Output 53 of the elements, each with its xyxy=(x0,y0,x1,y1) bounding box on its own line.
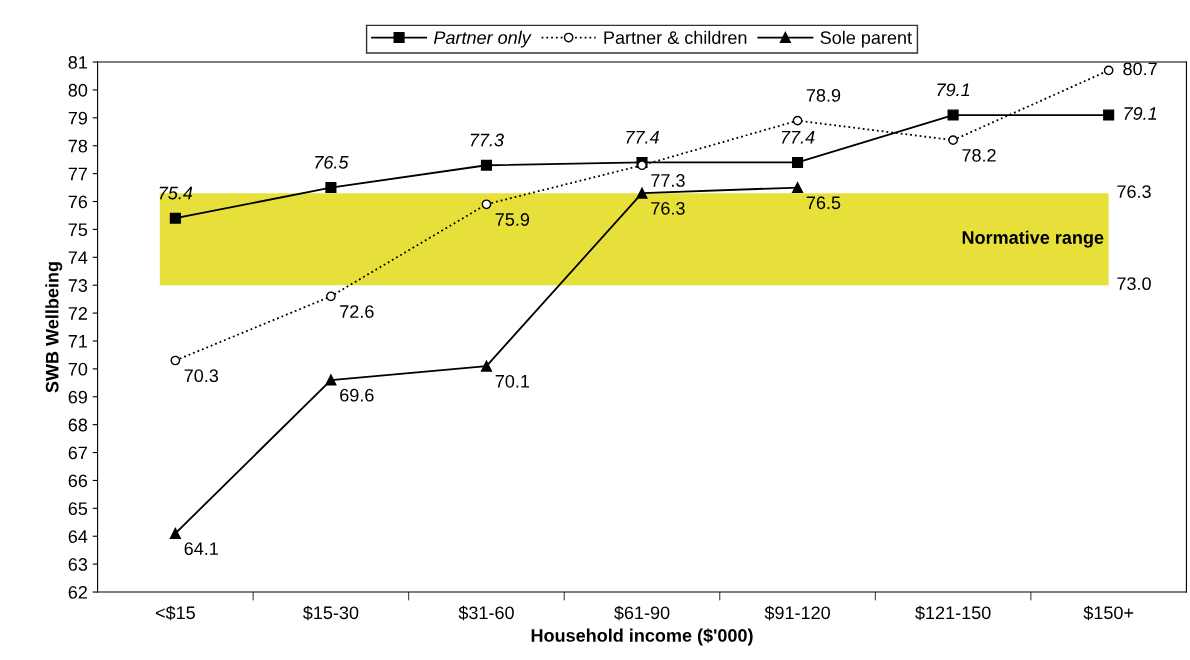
y-tick-label: 80 xyxy=(68,83,88,97)
data-label: 72.6 xyxy=(340,305,374,318)
data-label: 70.1 xyxy=(495,374,530,388)
data-label: 78.2 xyxy=(962,148,996,162)
data-label: 77.3 xyxy=(470,133,504,147)
y-tick-label: 74 xyxy=(68,251,88,264)
y-tick-label: 71 xyxy=(68,335,87,348)
y-tick-label: 62 xyxy=(68,585,87,599)
legend-label: Partner & children xyxy=(604,30,747,45)
y-tick-label: 73 xyxy=(68,279,88,292)
data-label: 77.4 xyxy=(781,131,815,144)
data-label: 79.1 xyxy=(937,83,970,97)
legend-label: Partner only xyxy=(433,30,532,48)
y-tick-label: 81 xyxy=(68,55,87,69)
y-tick-label: 65 xyxy=(68,502,88,516)
y-tick-label: 76 xyxy=(68,195,88,209)
band-label: Normative range xyxy=(962,230,1104,248)
y-tick-label: 77 xyxy=(68,167,87,181)
data-label: 80.7 xyxy=(1123,62,1157,76)
x-tick-label: $150+ xyxy=(1083,605,1134,621)
y-tick-label: 66 xyxy=(68,474,88,488)
x-tick-label: <$15 xyxy=(155,605,195,621)
annotation: 76.3 xyxy=(1117,185,1151,198)
y-tick-label: 67 xyxy=(68,446,87,460)
data-label: 70.3 xyxy=(184,369,219,383)
y-tick-label: 64 xyxy=(68,530,88,543)
data-label: 79.1 xyxy=(1124,107,1157,120)
x-tick-label: $61-90 xyxy=(614,605,670,621)
data-label: 77.3 xyxy=(651,174,685,187)
y-tick-label: 68 xyxy=(68,418,88,432)
legend-label: Sole parent xyxy=(820,30,912,48)
x-tick-label: $121-150 xyxy=(915,605,991,621)
data-label: 78.9 xyxy=(806,88,841,102)
data-label: 76.5 xyxy=(315,155,349,169)
data-label: 64.1 xyxy=(184,542,218,556)
y-tick-label: 69 xyxy=(68,390,87,404)
data-label: 75.9 xyxy=(495,213,530,226)
data-label: 77.4 xyxy=(626,131,659,144)
y-tick-label: 75 xyxy=(68,223,88,237)
y-tick-label: 79 xyxy=(68,111,87,125)
x-tick-label: $15-30 xyxy=(302,605,359,621)
y-tick-label: 78 xyxy=(68,139,88,153)
y-tick-label: 63 xyxy=(68,558,88,571)
y-tick-label: 70 xyxy=(68,362,88,376)
data-label: 76.5 xyxy=(806,196,841,210)
x-tick-label: $91-120 xyxy=(764,605,830,621)
x-tick-label: $31-60 xyxy=(458,605,514,621)
x-axis-title: Household income ($'000) xyxy=(531,628,753,646)
data-label: 69.6 xyxy=(340,388,374,402)
data-label: 76.3 xyxy=(651,201,685,215)
y-tick-label: 72 xyxy=(68,307,87,320)
y-axis-title: SWB Wellbeing xyxy=(45,262,63,393)
annotation: 73.0 xyxy=(1117,277,1151,291)
